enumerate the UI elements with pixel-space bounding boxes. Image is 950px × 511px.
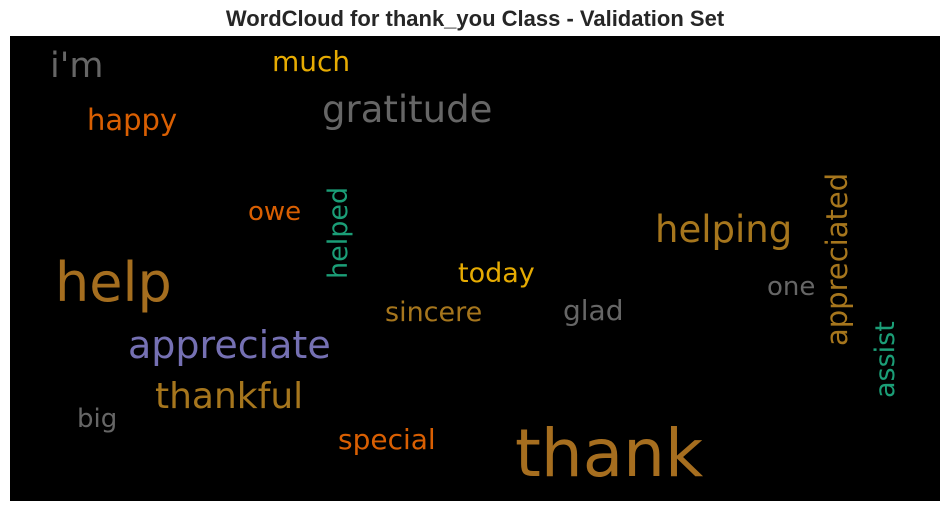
word-one: one — [767, 274, 815, 300]
word-owe: owe — [248, 199, 301, 225]
word-today: today — [458, 260, 535, 287]
word-thankful: thankful — [155, 379, 303, 415]
word-big: big — [77, 406, 117, 432]
word-appreciate: appreciate — [128, 326, 331, 364]
wordcloud-canvas: thank help appreciate gratitude helping thank… — [10, 36, 940, 501]
word-much: much — [272, 48, 350, 76]
word-thank: thank — [515, 421, 703, 487]
word-helped: helped — [325, 187, 352, 279]
word-sincere: sincere — [385, 299, 482, 326]
word-i-m: i'm — [50, 49, 103, 84]
word-help: help — [55, 256, 172, 310]
word-helping: helping — [655, 211, 792, 248]
word-gratitude: gratitude — [322, 91, 492, 128]
word-appreciated: appreciated — [823, 173, 852, 346]
word-assist: assist — [872, 321, 899, 398]
chart-title: WordCloud for thank_you Class - Validati… — [0, 5, 950, 33]
word-special: special — [338, 426, 436, 454]
word-happy: happy — [87, 106, 177, 135]
word-glad: glad — [563, 297, 623, 325]
